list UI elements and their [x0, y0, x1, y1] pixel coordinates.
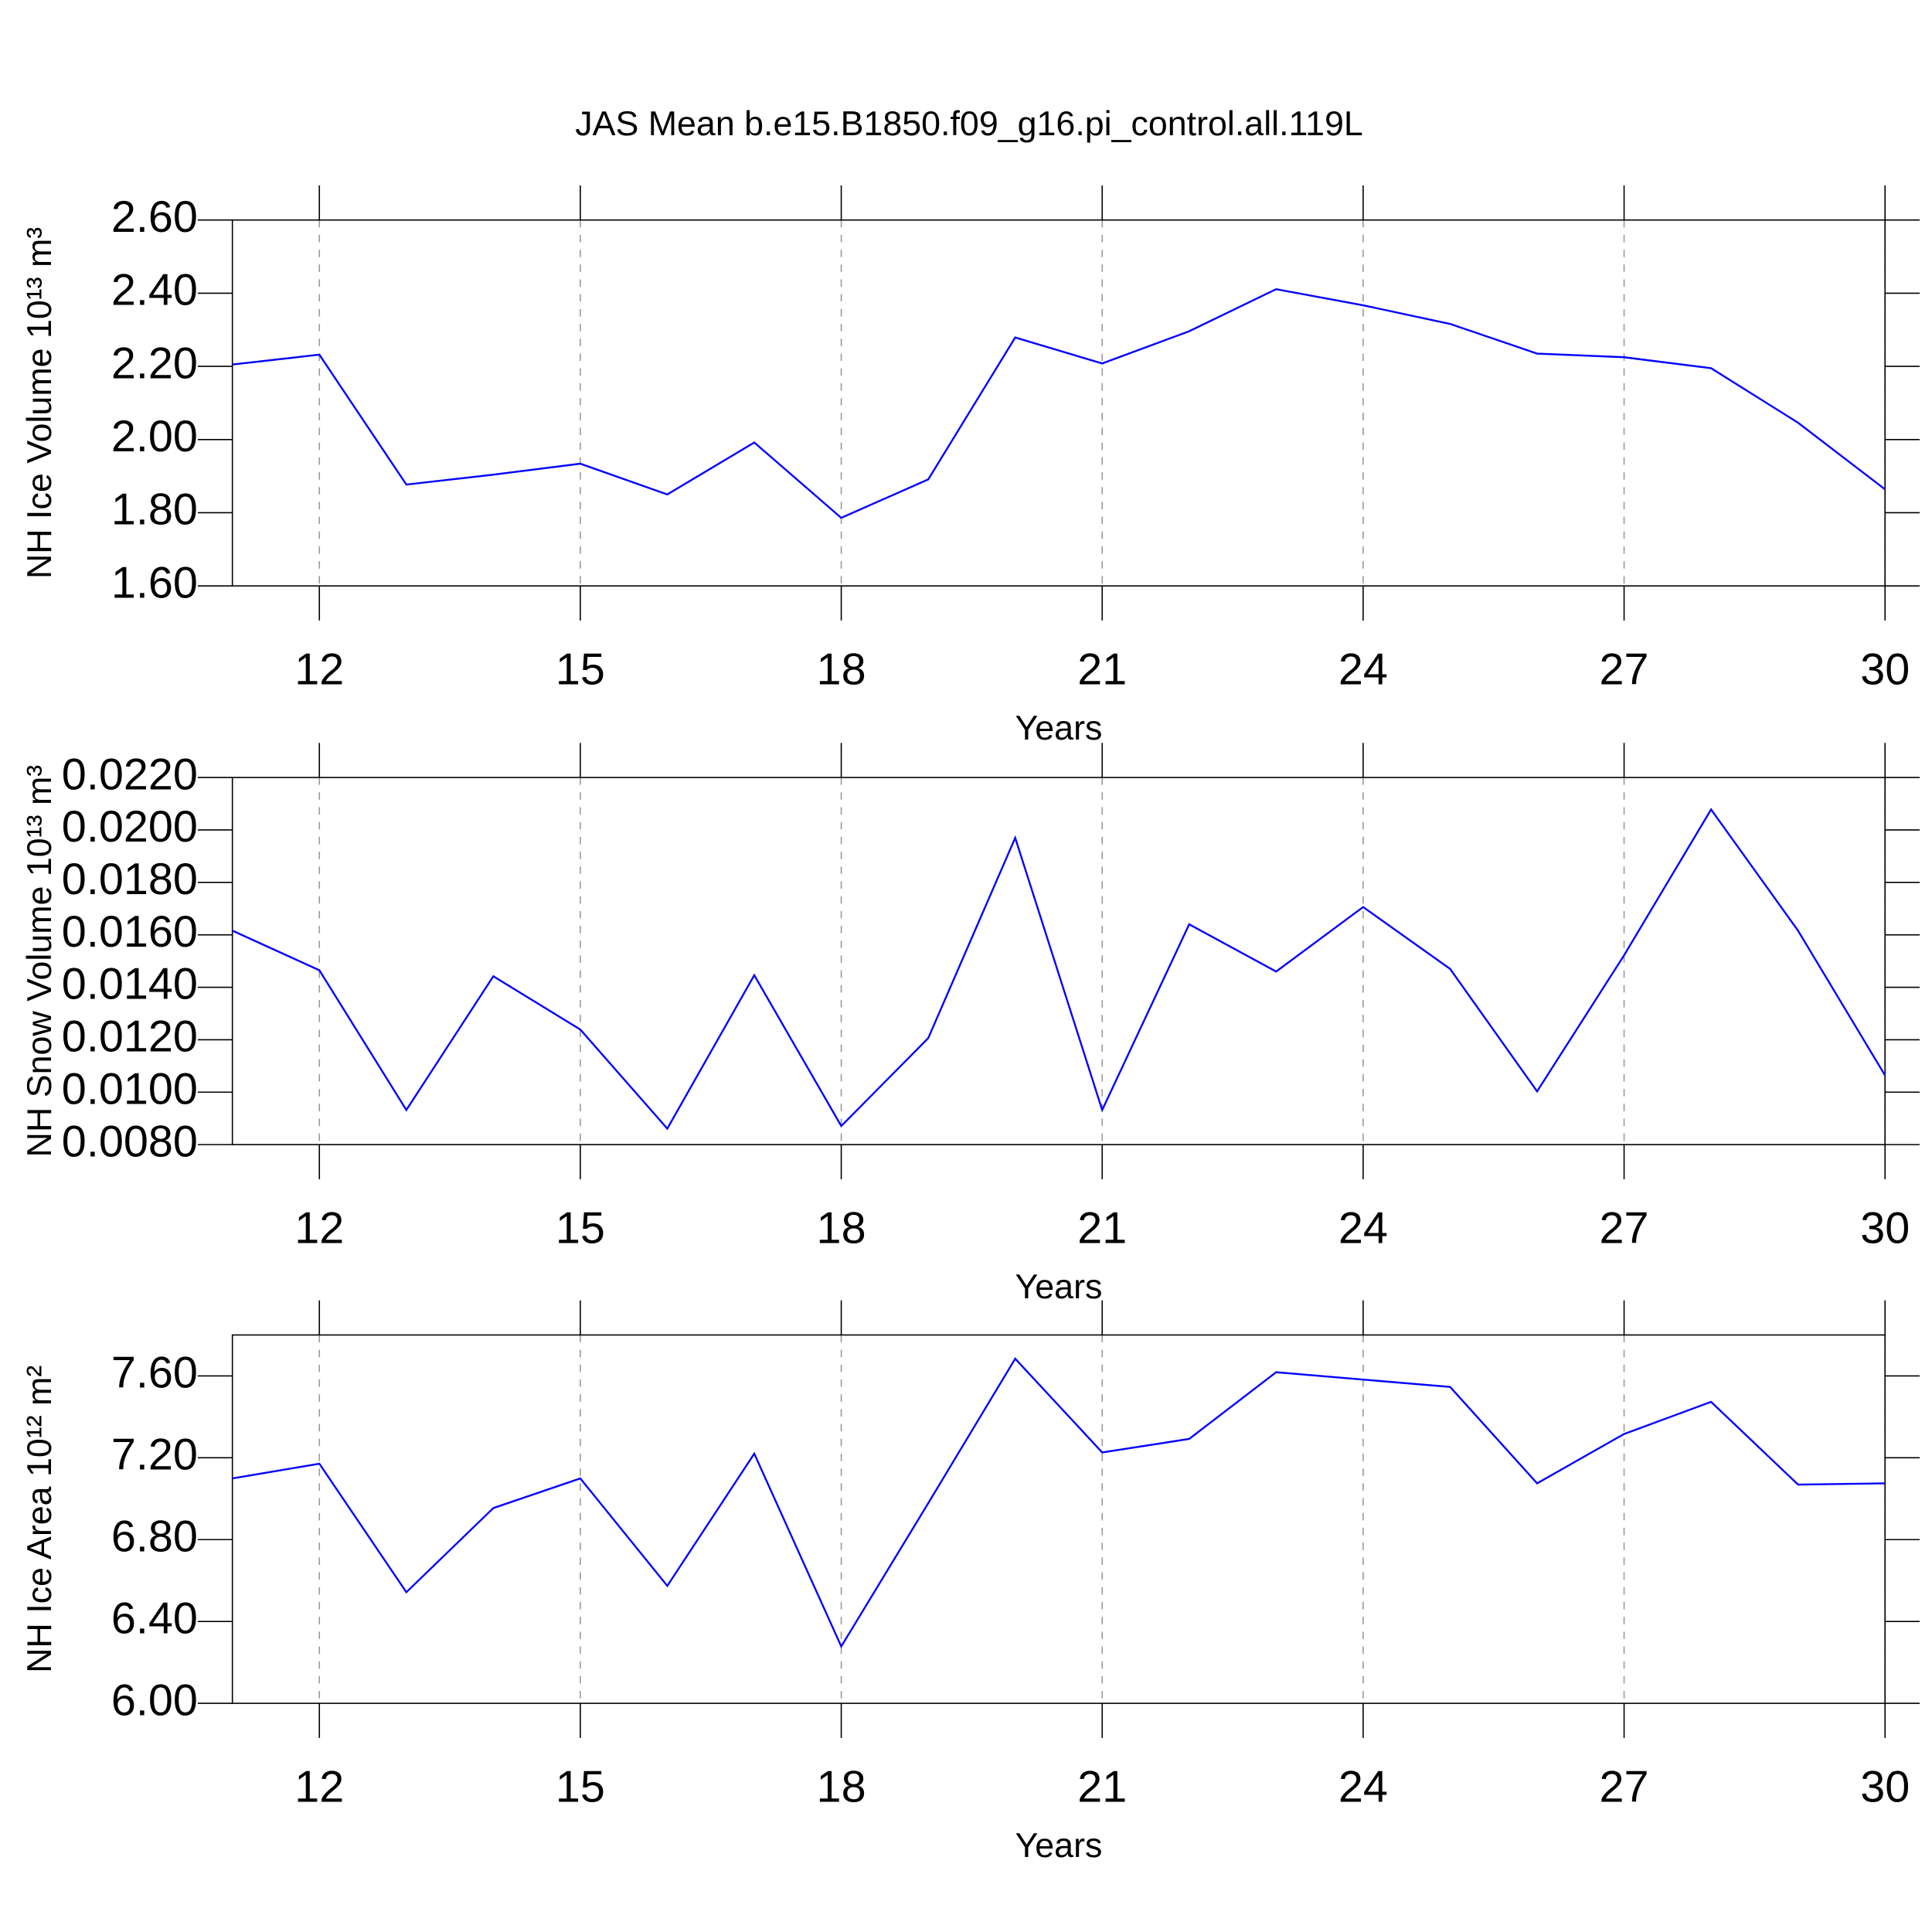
y-tick-label: 7.60: [111, 1349, 198, 1398]
y-tick-label: 1.80: [111, 485, 198, 535]
y-tick-label: 2.20: [111, 338, 198, 388]
x-tick-label: 18: [817, 645, 866, 694]
x-tick-label: 15: [556, 1762, 605, 1811]
x-axis-label: Years: [1015, 1267, 1103, 1306]
y-tick-label: 0.0140: [62, 960, 198, 1009]
plot-frame: [231, 1334, 1886, 1704]
y-tick-label: 2.40: [111, 266, 198, 315]
y-axis-label: NH Snow Volume 10¹³ m³: [20, 765, 59, 1158]
x-tick-label: 12: [294, 645, 344, 694]
plot-frame: [231, 777, 1886, 1145]
x-axis-label: Years: [1015, 709, 1103, 747]
y-tick-label: 0.0180: [62, 855, 198, 904]
x-tick-label: 12: [294, 1203, 344, 1253]
y-tick-label: 6.40: [111, 1594, 198, 1643]
y-tick-label: 1.60: [111, 558, 198, 607]
x-tick-label: 27: [1600, 645, 1649, 694]
y-axis-label: NH Ice Volume 10¹³ m³: [20, 227, 59, 579]
y-tick-label: 6.00: [111, 1675, 198, 1725]
plot-frame: [231, 219, 1886, 587]
data-line: [232, 287, 1886, 519]
x-tick-label: 30: [1860, 1762, 1910, 1811]
x-axis-label: Years: [1015, 1826, 1103, 1865]
x-tick-label: 27: [1600, 1203, 1649, 1253]
y-tick-label: 0.0120: [62, 1012, 198, 1062]
x-tick-label: 15: [556, 1203, 605, 1253]
data-line: [232, 808, 1886, 1131]
data-line: [232, 1357, 1886, 1649]
x-tick-label: 15: [556, 645, 605, 694]
y-tick-label: 0.0220: [62, 750, 198, 799]
y-tick-label: 6.80: [111, 1512, 198, 1561]
x-tick-label: 30: [1860, 1203, 1910, 1253]
x-tick-label: 12: [294, 1762, 344, 1811]
y-tick-label: 0.0080: [62, 1117, 198, 1166]
y-tick-label: 0.0160: [62, 907, 198, 957]
x-tick-label: 24: [1338, 1762, 1388, 1811]
x-tick-label: 18: [817, 1203, 866, 1253]
x-tick-label: 24: [1338, 1203, 1388, 1253]
y-tick-label: 2.60: [111, 192, 198, 242]
y-tick-label: 0.0200: [62, 802, 198, 852]
x-tick-label: 18: [817, 1762, 866, 1811]
x-tick-label: 27: [1600, 1762, 1649, 1811]
y-axis-label: NH Ice Area 10¹² m²: [20, 1366, 59, 1673]
y-tick-label: 2.00: [111, 412, 198, 461]
x-tick-label: 21: [1077, 645, 1127, 694]
x-tick-label: 30: [1860, 645, 1910, 694]
chart-title: JAS Mean b.e15.B1850.f09_g16.pi_control.…: [575, 104, 1363, 143]
y-tick-label: 0.0100: [62, 1064, 198, 1114]
x-tick-label: 24: [1338, 645, 1388, 694]
x-tick-label: 21: [1077, 1203, 1127, 1253]
x-tick-label: 21: [1077, 1762, 1127, 1811]
y-tick-label: 7.20: [111, 1430, 198, 1480]
